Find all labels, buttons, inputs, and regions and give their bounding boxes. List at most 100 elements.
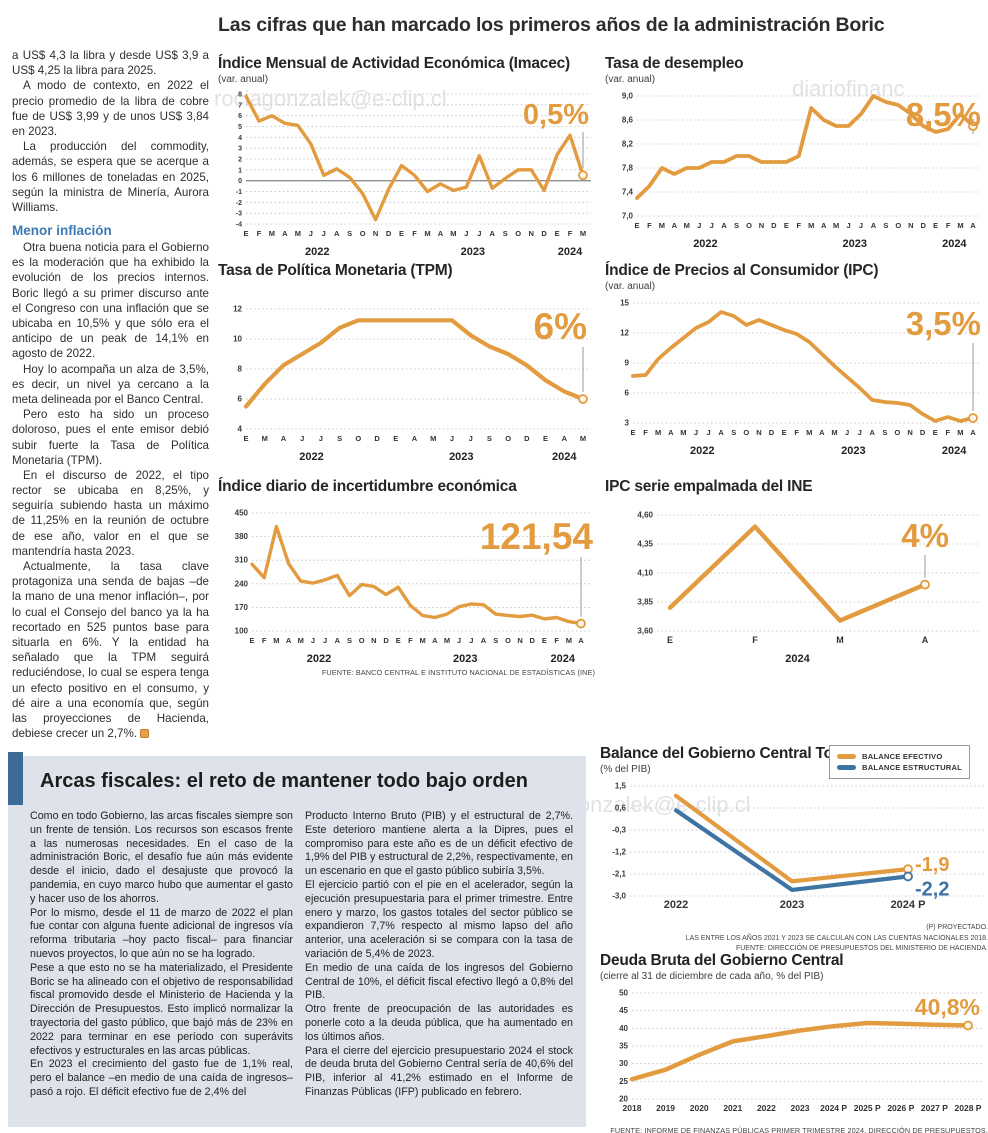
chart-legend: BALANCE EFECTIVO BALANCE ESTRUCTURAL	[829, 745, 970, 779]
chart-title: IPC serie empalmada del INE	[605, 478, 813, 495]
line-chart-balance: 1,5 0,6 -0,3 -1,2 -2,1 -3,0 2022 2023 2024 P -1,9…	[612, 782, 984, 911]
chart-subtitle: (% del PIB)	[600, 764, 651, 775]
svg-text:N: N	[908, 221, 913, 230]
svg-text:D: D	[383, 636, 389, 645]
svg-text:7,4: 7,4	[622, 188, 634, 197]
svg-text:-3,0: -3,0	[612, 892, 626, 901]
legend-label: BALANCE EFECTIVO	[862, 752, 943, 761]
svg-text:A: A	[490, 229, 496, 238]
svg-text:1,5: 1,5	[615, 782, 627, 791]
svg-text:D: D	[530, 636, 536, 645]
svg-text:7,8: 7,8	[622, 164, 634, 173]
svg-text:S: S	[493, 636, 498, 645]
svg-text:30: 30	[619, 1059, 628, 1068]
article-subhead: Menor inflación	[12, 223, 112, 239]
svg-text:A: A	[281, 434, 287, 443]
svg-text:N: N	[517, 636, 522, 645]
svg-text:40,8%: 40,8%	[915, 994, 980, 1020]
svg-text:15: 15	[620, 299, 629, 308]
chart-title: Balance del Gobierno Central Total	[600, 745, 851, 762]
svg-text:2024 P: 2024 P	[820, 1103, 847, 1113]
svg-text:F: F	[257, 229, 262, 238]
svg-text:6: 6	[238, 395, 243, 404]
svg-text:3,5%: 3,5%	[906, 305, 981, 342]
svg-text:2023: 2023	[461, 246, 485, 258]
chart-imacec: Índice Mensual de Actividad Económica (I…	[218, 55, 595, 258]
end-of-article-icon	[140, 729, 150, 739]
svg-text:J: J	[858, 428, 862, 437]
fiscal-paragraph: Por lo mismo, desde el 11 de marzo de 20…	[30, 906, 293, 960]
svg-text:S: S	[503, 229, 508, 238]
article-paragraph: La producción del commodity, además, se …	[12, 140, 209, 214]
svg-text:20: 20	[619, 1095, 628, 1104]
svg-text:6: 6	[625, 389, 630, 398]
svg-text:S: S	[347, 636, 352, 645]
svg-text:M: M	[580, 434, 586, 443]
svg-text:380: 380	[235, 532, 249, 541]
svg-text:4%: 4%	[901, 517, 949, 554]
svg-text:-2,2: -2,2	[915, 878, 949, 900]
svg-text:O: O	[505, 434, 511, 443]
svg-text:2023: 2023	[791, 1103, 810, 1113]
svg-text:O: O	[743, 428, 749, 437]
legend-item: BALANCE EFECTIVO	[837, 752, 962, 761]
svg-text:E: E	[399, 229, 404, 238]
svg-text:N: N	[371, 636, 376, 645]
svg-text:O: O	[360, 229, 366, 238]
svg-text:E: E	[543, 434, 548, 443]
fiscal-column-1: Como en todo Gobierno, las arcas fiscale…	[30, 810, 293, 1100]
svg-text:A: A	[721, 221, 727, 230]
chart-subtitle: (var. anual)	[605, 281, 656, 292]
svg-text:2024 P: 2024 P	[891, 899, 926, 911]
chart-subtitle: (cierre al 31 de diciembre de cada año, …	[600, 971, 824, 982]
svg-text:F: F	[794, 428, 799, 437]
svg-text:F: F	[554, 636, 559, 645]
svg-text:M: M	[580, 229, 586, 238]
svg-text:S: S	[731, 428, 736, 437]
svg-text:D: D	[386, 229, 392, 238]
section-accent-bar	[8, 752, 23, 805]
chart-title: Índice diario de incertidumbre económica	[218, 478, 517, 495]
svg-text:O: O	[746, 221, 752, 230]
svg-text:M: M	[831, 428, 837, 437]
svg-text:A: A	[718, 428, 724, 437]
source-note: FUENTE: INFORME DE FINANZAS PÚBLICAS PRI…	[610, 1126, 988, 1133]
svg-text:D: D	[541, 229, 547, 238]
article-paragraph: Otra buena noticia para el Gobierno es l…	[12, 241, 209, 361]
chart-desempleo: Tasa de desempleo (var. anual) 9,0 8,6 8,2…	[605, 55, 985, 250]
svg-text:-3: -3	[236, 211, 242, 218]
svg-text:100: 100	[235, 627, 249, 636]
source-note: FUENTE: BANCO CENTRAL E INSTITUTO NACION…	[321, 668, 595, 677]
svg-text:M: M	[659, 221, 665, 230]
svg-text:A: A	[562, 434, 568, 443]
svg-text:10: 10	[233, 335, 242, 344]
svg-text:2024: 2024	[552, 451, 577, 463]
svg-text:D: D	[921, 221, 927, 230]
svg-text:4: 4	[238, 135, 242, 142]
svg-text:-1: -1	[236, 189, 242, 196]
svg-text:S: S	[734, 221, 739, 230]
svg-text:J: J	[311, 636, 315, 645]
svg-text:2019: 2019	[656, 1103, 675, 1113]
svg-text:M: M	[295, 229, 301, 238]
svg-text:6: 6	[238, 113, 242, 120]
svg-text:A: A	[970, 428, 976, 437]
fiscal-paragraph: El ejercicio partió con el pie en el ace…	[305, 878, 573, 960]
fiscal-paragraph: En 2023 el crecimiento del gasto fue de …	[30, 1058, 293, 1098]
fiscal-column-2: Producto Interno Bruto (PIB) y el estruc…	[305, 810, 573, 1100]
svg-text:N: N	[373, 229, 378, 238]
svg-text:2028 P: 2028 P	[955, 1103, 982, 1113]
svg-text:D: D	[374, 434, 380, 443]
svg-text:F: F	[643, 428, 648, 437]
svg-text:J: J	[300, 434, 304, 443]
svg-text:8: 8	[238, 365, 243, 374]
svg-text:M: M	[684, 221, 690, 230]
svg-text:8,2: 8,2	[622, 140, 634, 149]
article-paragraph: Pero esto ha sido un proceso doloroso, p…	[12, 408, 209, 467]
svg-text:J: J	[469, 434, 473, 443]
svg-text:450: 450	[235, 509, 249, 518]
svg-text:D: D	[771, 221, 777, 230]
svg-text:A: A	[668, 428, 674, 437]
